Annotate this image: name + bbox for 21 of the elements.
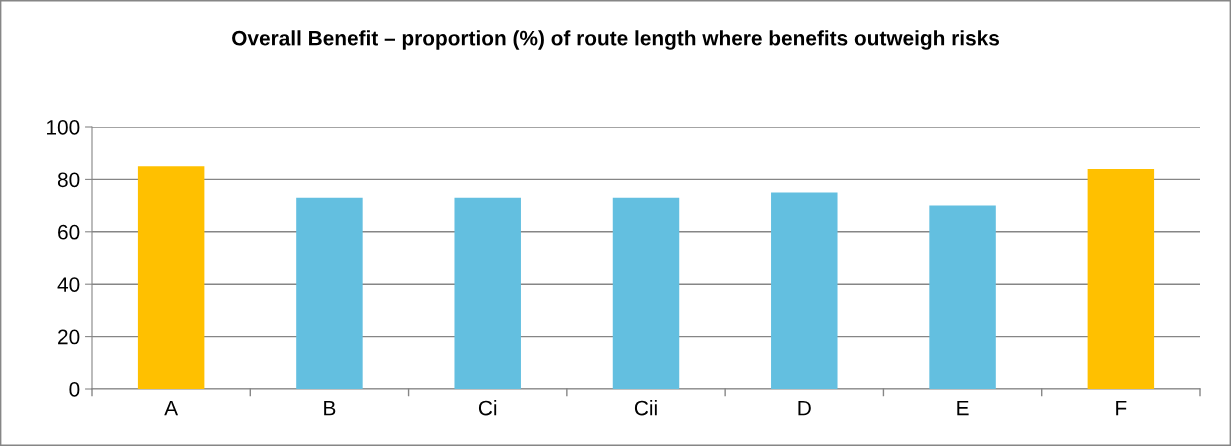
y-tick-label: 80 bbox=[57, 172, 80, 188]
x-tick-label: B bbox=[324, 400, 336, 416]
y-tick-label: 20 bbox=[58, 329, 80, 345]
x-tick-label: E bbox=[957, 400, 969, 416]
bar bbox=[612, 197, 680, 389]
y-tick-label: 60 bbox=[58, 224, 80, 240]
x-tick-label: D bbox=[798, 400, 811, 416]
x-tick-label: A bbox=[164, 400, 179, 416]
bar bbox=[771, 192, 838, 389]
x-tick-label: Cii bbox=[634, 400, 657, 416]
bar bbox=[137, 166, 205, 389]
y-tick-label: 40 bbox=[57, 277, 80, 292]
bar bbox=[929, 205, 996, 389]
chart-title: Overall Benefit – proportion (%) of route length where benefits outweigh risks bbox=[232, 30, 999, 50]
bar bbox=[1087, 168, 1155, 389]
x-tick-label: F bbox=[1116, 400, 1127, 416]
x-tick-label: Ci bbox=[478, 400, 497, 416]
y-tick-label: 0 bbox=[69, 382, 80, 397]
y-tick-label: 100 bbox=[47, 120, 80, 135]
bar bbox=[296, 197, 363, 389]
bar bbox=[454, 197, 521, 389]
